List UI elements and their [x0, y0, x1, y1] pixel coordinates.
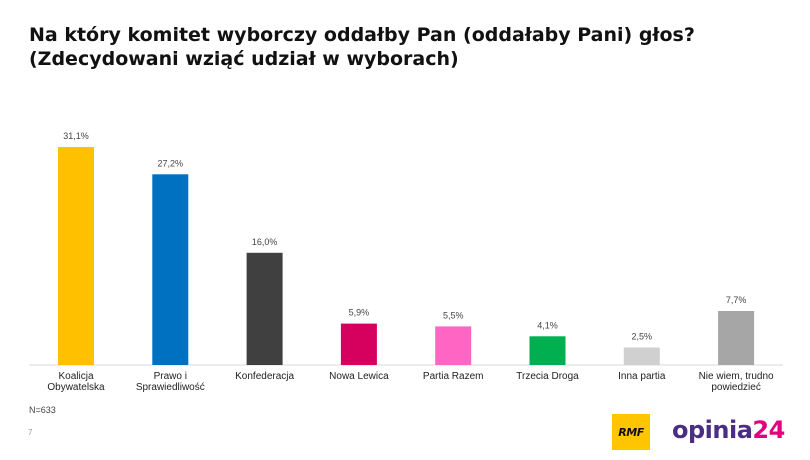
category-label-3-line-0: Nowa Lewica [329, 371, 389, 382]
value-label-7: 7,7% [726, 295, 747, 305]
rmf-logo-text: RMF [618, 425, 644, 439]
bar-2 [246, 252, 283, 365]
value-label-5: 4,1% [537, 320, 558, 330]
category-label-7-line-0: Nie wiem, trudno [699, 371, 774, 382]
bar-5 [529, 336, 566, 365]
bars-group [58, 147, 755, 365]
category-label-1-line-1: Sprawiedliwość [136, 382, 205, 393]
bar-3 [340, 323, 377, 365]
sample-size-label: N=633 [29, 405, 56, 415]
bar-0 [58, 147, 94, 365]
value-label-2: 16,0% [252, 237, 278, 247]
bar-6 [623, 347, 660, 365]
chart-title-line-1: Na który komitet wyborczy oddałby Pan (o… [29, 24, 695, 46]
category-label-1-line-0: Prawo i [154, 371, 187, 382]
rmf-logo: RMF [612, 414, 650, 450]
category-label-6-line-0: Inna partia [618, 371, 666, 382]
chart-title-line-2: (Zdecydowani wziąć udział w wyborach) [29, 48, 459, 70]
category-label-0-line-0: Koalicja [58, 371, 93, 382]
value-label-0: 31,1% [63, 131, 89, 141]
value-label-4: 5,5% [443, 310, 464, 320]
category-label-5-line-0: Trzecia Droga [516, 371, 579, 382]
category-label-4-line-0: Partia Razem [423, 371, 484, 382]
chart-title: Na który komitet wyborczy oddałby Pan (o… [29, 23, 789, 71]
value-label-3: 5,9% [349, 308, 370, 318]
bar-1 [152, 174, 189, 365]
opinia24-logo-number: 24 [752, 416, 785, 444]
opinia24-logo-word: opinia [672, 416, 753, 444]
opinia24-logo: opinia24 [672, 416, 785, 444]
category-label-7-line-1: powiedzieć [711, 382, 760, 393]
page-number: 7 [28, 428, 33, 437]
bar-7 [718, 311, 755, 365]
category-label-0-line-1: Obywatelska [47, 382, 105, 393]
value-label-6: 2,5% [632, 332, 653, 342]
value-labels-group: 31,1% 27,2% 16,0% 5,9% 5,5% 4,1% 2,5% 7,7% [63, 131, 746, 342]
category-label-2-line-0: Konfederacja [235, 371, 294, 382]
bar-4 [435, 326, 472, 365]
value-label-1: 27,2% [158, 158, 184, 168]
